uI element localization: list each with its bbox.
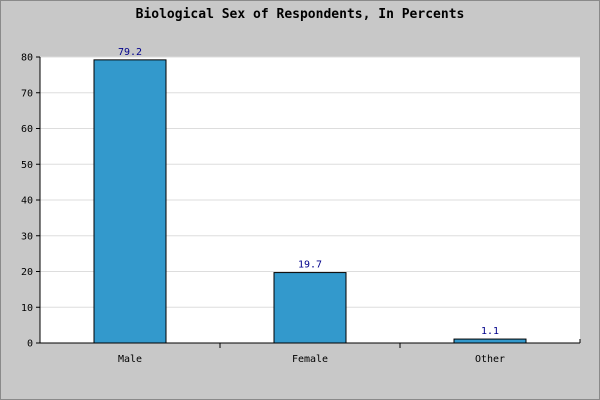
chart-title: Biological Sex of Respondents, In Percen… bbox=[136, 7, 465, 22]
y-tick-label: 80 bbox=[21, 53, 33, 64]
axes bbox=[36, 56, 581, 348]
y-tick-label: 70 bbox=[21, 88, 33, 99]
y-tick-label: 60 bbox=[21, 124, 33, 135]
y-tick-label: 10 bbox=[21, 303, 33, 314]
y-tick-label: 40 bbox=[21, 196, 33, 207]
y-tick-label: 30 bbox=[21, 231, 33, 242]
bar-female bbox=[273, 272, 347, 344]
labels: 0 10 20 30 40 50 60 70 80 79.2 Male 19.7 Female 1.1 Ot… bbox=[21, 47, 505, 365]
x-tick-label-female: Female bbox=[292, 354, 328, 365]
data-label-female: 19.7 bbox=[298, 260, 322, 271]
bars bbox=[93, 59, 527, 344]
y-tick-label: 0 bbox=[27, 339, 33, 350]
y-tick-label: 50 bbox=[21, 160, 33, 171]
bar-male bbox=[93, 59, 167, 344]
bar-other bbox=[453, 338, 527, 344]
y-tick-label: 20 bbox=[21, 267, 33, 278]
x-tick-label-other: Other bbox=[475, 354, 505, 365]
data-label-other: 1.1 bbox=[481, 326, 499, 337]
data-label-male: 79.2 bbox=[118, 47, 142, 58]
x-tick-label-male: Male bbox=[118, 354, 142, 365]
